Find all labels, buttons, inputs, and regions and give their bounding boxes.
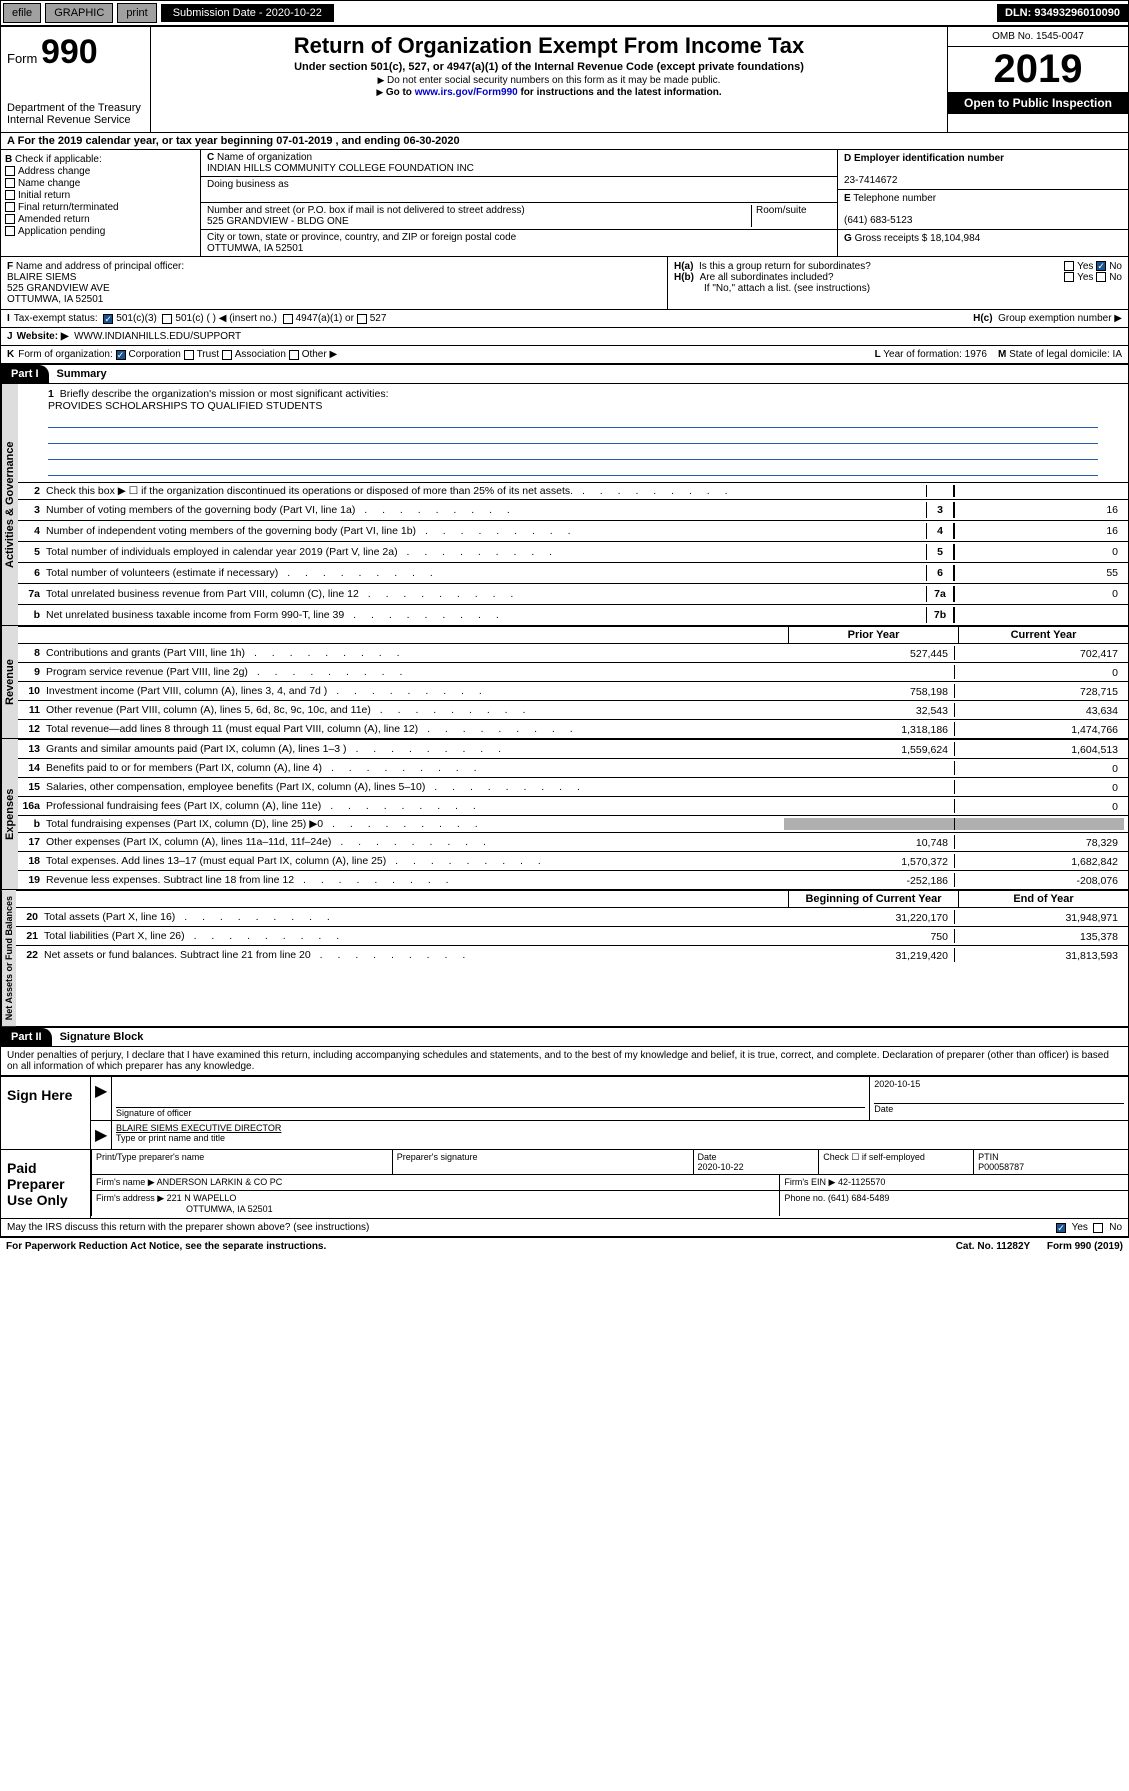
org-address: 525 GRANDVIEW - BLDG ONE <box>207 216 349 227</box>
ptin: P00058787 <box>978 1162 1024 1172</box>
section-d: D Employer identification number23-74146… <box>838 150 1128 256</box>
form-subtitle: Under section 501(c), 527, or 4947(a)(1)… <box>157 61 941 73</box>
section-c: C Name of organizationINDIAN HILLS COMMU… <box>201 150 838 256</box>
line-7a: 7aTotal unrelated business revenue from … <box>18 583 1128 604</box>
line-21: 21Total liabilities (Part X, line 26)750… <box>16 926 1128 945</box>
form-label: Form <box>7 51 37 66</box>
chk-pending[interactable]: Application pending <box>18 226 105 237</box>
line-22: 22Net assets or fund balances. Subtract … <box>16 945 1128 964</box>
org-name: INDIAN HILLS COMMUNITY COLLEGE FOUNDATIO… <box>207 163 474 174</box>
chk-discuss-yes[interactable] <box>1056 1223 1066 1233</box>
officer-name: BLAIRE SIEMS <box>7 272 76 283</box>
line-3: 3Number of voting members of the governi… <box>18 499 1128 520</box>
line-13: 13Grants and similar amounts paid (Part … <box>18 739 1128 758</box>
line-20: 20Total assets (Part X, line 16)31,220,1… <box>16 907 1128 926</box>
firm-name: ANDERSON LARKIN & CO PC <box>157 1177 283 1187</box>
phone: (641) 683-5123 <box>844 215 912 226</box>
line-19: 19Revenue less expenses. Subtract line 1… <box>18 870 1128 889</box>
irs-link[interactable]: www.irs.gov/Form990 <box>415 87 518 98</box>
chk-final[interactable]: Final return/terminated <box>18 202 119 213</box>
line-14: 14Benefits paid to or for members (Part … <box>18 758 1128 777</box>
form-title: Return of Organization Exempt From Incom… <box>157 33 941 59</box>
omb-number: OMB No. 1545-0047 <box>948 27 1128 47</box>
officer-signature: BLAIRE SIEMS EXECUTIVE DIRECTOR <box>116 1123 281 1133</box>
line-18: 18Total expenses. Add lines 13–17 (must … <box>18 851 1128 870</box>
tab-revenue: Revenue <box>1 626 18 738</box>
graphic-button[interactable]: GRAPHIC <box>45 3 113 23</box>
chk-address[interactable]: Address change <box>18 166 90 177</box>
website: WWW.INDIANHILLS.EDU/SUPPORT <box>74 331 241 342</box>
paid-preparer-block: Paid Preparer Use Only Print/Type prepar… <box>0 1150 1129 1219</box>
ssn-warning: Do not enter social security numbers on … <box>157 75 941 86</box>
gross-receipts: 18,104,984 <box>930 233 980 244</box>
part-1-header: Part ISummary <box>0 364 1129 384</box>
instructions-link-row: Go to www.irs.gov/Form990 for instructio… <box>157 87 941 98</box>
sign-here-block: Sign Here ▶ Signature of officer 2020-10… <box>0 1076 1129 1150</box>
tax-period: A For the 2019 calendar year, or tax yea… <box>0 133 1129 150</box>
chk-501c3[interactable] <box>103 314 113 324</box>
part-2-header: Part IISignature Block <box>0 1027 1129 1047</box>
section-b: B Check if applicable: Address change Na… <box>1 150 201 256</box>
line-5: 5Total number of individuals employed in… <box>18 541 1128 562</box>
line-11: 11Other revenue (Part VIII, column (A), … <box>18 700 1128 719</box>
chk-name[interactable]: Name change <box>18 178 80 189</box>
form-footer: For Paperwork Reduction Act Notice, see … <box>0 1237 1129 1255</box>
org-info-block: B Check if applicable: Address change Na… <box>0 150 1129 257</box>
tax-year: 2019 <box>948 47 1128 92</box>
line-15: 15Salaries, other compensation, employee… <box>18 777 1128 796</box>
line-8: 8Contributions and grants (Part VIII, li… <box>18 643 1128 662</box>
open-inspection: Open to Public Inspection <box>948 92 1128 114</box>
line-6: 6Total number of volunteers (estimate if… <box>18 562 1128 583</box>
ein: 23-7414672 <box>844 175 897 186</box>
tab-expenses: Expenses <box>1 739 18 889</box>
line-12: 12Total revenue—add lines 8 through 11 (… <box>18 719 1128 738</box>
line-10: 10Investment income (Part VIII, column (… <box>18 681 1128 700</box>
line-16a: 16aProfessional fundraising fees (Part I… <box>18 796 1128 815</box>
form-header: Form 990 Department of the Treasury Inte… <box>0 26 1129 133</box>
dln: DLN: 93493296010090 <box>997 4 1128 22</box>
chk-amended[interactable]: Amended return <box>18 214 90 225</box>
line-17: 17Other expenses (Part IX, column (A), l… <box>18 832 1128 851</box>
dept-treasury: Department of the Treasury <box>7 102 144 114</box>
form-number: 990 <box>41 33 98 71</box>
perjury-declaration: Under penalties of perjury, I declare th… <box>0 1047 1129 1076</box>
tab-net-assets: Net Assets or Fund Balances <box>1 890 16 1026</box>
top-toolbar: efile GRAPHIC print Submission Date - 20… <box>0 0 1129 26</box>
org-city: OTTUMWA, IA 52501 <box>207 243 303 254</box>
line-b: bNet unrelated business taxable income f… <box>18 604 1128 625</box>
print-button[interactable]: print <box>117 3 156 23</box>
mission-text: PROVIDES SCHOLARSHIPS TO QUALIFIED STUDE… <box>48 400 322 412</box>
line-4: 4Number of independent voting members of… <box>18 520 1128 541</box>
line-b: bTotal fundraising expenses (Part IX, co… <box>18 815 1128 832</box>
line-9: 9Program service revenue (Part VIII, lin… <box>18 662 1128 681</box>
line-2: 2Check this box ▶ ☐ if the organization … <box>18 482 1128 499</box>
chk-initial[interactable]: Initial return <box>18 190 70 201</box>
irs-label: Internal Revenue Service <box>7 114 144 126</box>
submission-date: Submission Date - 2020-10-22 <box>161 4 334 22</box>
efile-button[interactable]: efile <box>3 3 41 23</box>
tab-governance: Activities & Governance <box>1 384 18 625</box>
